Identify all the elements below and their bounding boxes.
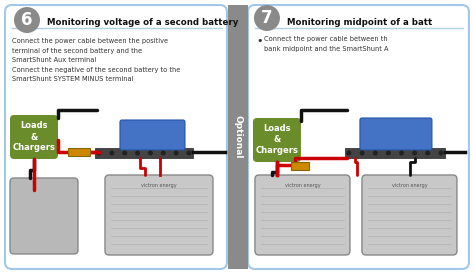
- FancyBboxPatch shape: [360, 118, 432, 150]
- Text: Optional: Optional: [234, 115, 243, 159]
- Circle shape: [425, 150, 430, 156]
- Circle shape: [109, 150, 114, 156]
- FancyBboxPatch shape: [10, 115, 58, 159]
- Circle shape: [254, 5, 280, 31]
- FancyBboxPatch shape: [10, 178, 78, 254]
- Text: victron energy: victron energy: [141, 183, 177, 188]
- FancyBboxPatch shape: [253, 118, 301, 162]
- FancyBboxPatch shape: [5, 5, 227, 269]
- Circle shape: [346, 150, 351, 156]
- Text: SmartShunt Aux terminal: SmartShunt Aux terminal: [12, 57, 96, 63]
- Text: Loads: Loads: [20, 121, 48, 130]
- Circle shape: [161, 150, 166, 156]
- Text: victron energy: victron energy: [392, 183, 427, 188]
- Text: 6: 6: [21, 11, 33, 29]
- FancyBboxPatch shape: [255, 175, 350, 255]
- Text: Chargers: Chargers: [255, 147, 299, 156]
- Text: Monitoring midpoint of a batt: Monitoring midpoint of a batt: [287, 18, 432, 27]
- Text: Chargers: Chargers: [12, 144, 55, 153]
- FancyBboxPatch shape: [120, 120, 185, 150]
- Circle shape: [438, 150, 444, 156]
- Text: bank midpoint and the SmartShunt A: bank midpoint and the SmartShunt A: [264, 45, 389, 52]
- FancyBboxPatch shape: [248, 5, 469, 269]
- Circle shape: [173, 150, 179, 156]
- Text: Connect the negative of the second battery to the: Connect the negative of the second batte…: [12, 67, 181, 73]
- Text: Monitoring voltage of a second battery: Monitoring voltage of a second battery: [47, 18, 238, 27]
- Text: SmartShunt SYSTEM MINUS terminal: SmartShunt SYSTEM MINUS terminal: [12, 76, 134, 82]
- Circle shape: [373, 150, 378, 156]
- Text: terminal of the second battery and the: terminal of the second battery and the: [12, 47, 142, 53]
- Text: Connect the power cable between the positive: Connect the power cable between the posi…: [12, 38, 168, 44]
- FancyBboxPatch shape: [362, 175, 457, 255]
- Text: victron energy: victron energy: [285, 183, 320, 188]
- Circle shape: [360, 150, 365, 156]
- Bar: [291, 162, 309, 170]
- FancyBboxPatch shape: [105, 175, 213, 255]
- Circle shape: [148, 150, 153, 156]
- Circle shape: [14, 7, 40, 33]
- Circle shape: [97, 150, 101, 156]
- Bar: [95, 148, 193, 158]
- Circle shape: [186, 150, 191, 156]
- Circle shape: [412, 150, 417, 156]
- Bar: [345, 148, 445, 158]
- Circle shape: [135, 150, 140, 156]
- Bar: [68, 148, 90, 156]
- Text: 7: 7: [261, 9, 273, 27]
- Text: •: •: [256, 36, 263, 46]
- Text: &: &: [273, 136, 281, 144]
- Text: &: &: [30, 133, 37, 141]
- Circle shape: [122, 150, 127, 156]
- Bar: [228, 5, 248, 269]
- Circle shape: [386, 150, 391, 156]
- Circle shape: [399, 150, 404, 156]
- Text: Loads: Loads: [263, 124, 291, 133]
- Text: Connect the power cable between th: Connect the power cable between th: [264, 36, 388, 42]
